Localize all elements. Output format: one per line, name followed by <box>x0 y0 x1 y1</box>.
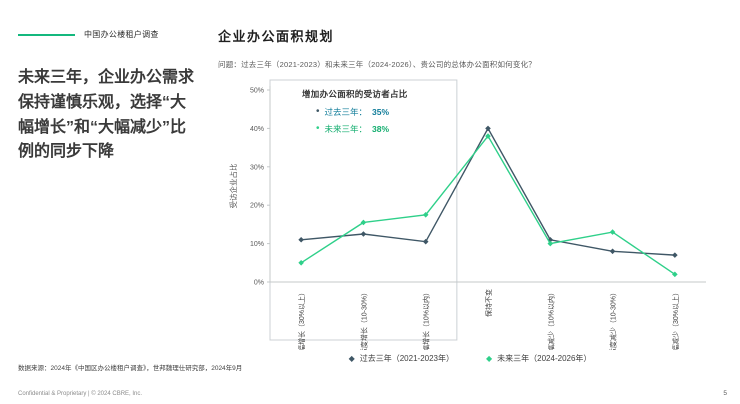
x-tick-label: 适度减少（10-30%） <box>609 289 618 350</box>
legend-label: 未来三年（2024-2026年） <box>497 354 592 363</box>
annotation-label: 过去三年： <box>324 107 368 117</box>
accent-line <box>18 33 75 36</box>
confidential-note: Confidential & Proprietary | © 2024 CBRE… <box>18 391 143 397</box>
bullet-icon: • <box>316 123 320 134</box>
legend-label: 过去三年（2021-2023年） <box>359 354 454 363</box>
data-point <box>672 271 678 278</box>
y-axis-title: 受访企业占比 <box>228 163 238 208</box>
annotation-title: 增加办公面积的受访者占比 <box>302 89 408 99</box>
data-point <box>609 248 616 255</box>
x-tick-label: 适度增长（10-30%） <box>359 289 368 350</box>
x-tick-label: 大幅减少（30%以上） <box>671 289 680 350</box>
data-point <box>485 125 491 132</box>
survey-question: 问题：过去三年（2021-2023）和未来三年（2024-2026）、贵公司的总… <box>218 60 536 69</box>
x-tick-label: 小幅增长（10%以内） <box>422 289 431 350</box>
x-tick-label: 保持不变 <box>484 289 493 317</box>
data-point <box>547 236 554 243</box>
annotation-item: • 过去三年： 35% <box>316 106 408 118</box>
y-tick-label: 0% <box>254 280 264 287</box>
data-source-note: 数据来源：2024年《中国区办公楼租户调查》，世邦魏理仕研究部，2024年9月 <box>18 365 243 372</box>
data-point <box>360 219 367 226</box>
data-point <box>672 252 678 258</box>
annotation-label: 未来三年： <box>324 124 368 134</box>
bullet-icon: • <box>316 106 320 117</box>
y-tick-label: 10% <box>250 241 264 248</box>
legend-marker-icon: ◆ <box>486 353 493 363</box>
y-tick-label: 30% <box>250 164 264 171</box>
tagline-label: 中国办公楼租户调查 <box>84 30 159 39</box>
data-point <box>547 240 554 247</box>
annotation-value: 38% <box>372 124 390 134</box>
data-point <box>609 229 616 235</box>
data-point <box>422 212 429 218</box>
data-point <box>360 231 367 237</box>
slide-headline: 未来三年，企业办公需求保持谨慎乐观，选择“大幅增长”和“大幅减少”比例的同步下降 <box>18 69 195 161</box>
annotation-items: • 过去三年： 35% • 未来三年： 38% <box>316 106 408 135</box>
legend-item: ◆ 过去三年（2021-2023年） <box>349 353 454 364</box>
data-point <box>422 238 429 245</box>
x-tick-label: 小幅减少（10%以内） <box>546 289 555 350</box>
page-number: 5 <box>723 390 727 397</box>
legend-item: ◆ 未来三年（2024-2026年） <box>486 353 591 364</box>
annotation-item: • 未来三年： 38% <box>316 123 408 135</box>
data-point <box>298 236 304 243</box>
chart-area: 0% 10% 20% 30% 40% 50% 受访企业占比大幅增长（30%以上） 适度增长（1… <box>224 76 716 364</box>
annotation-value: 35% <box>372 107 390 117</box>
series-line <box>300 134 676 275</box>
x-tick-label: 大幅增长（30%以上） <box>297 289 306 350</box>
report-tagline: 中国办公楼租户调查 <box>18 29 159 40</box>
y-tick-label: 20% <box>250 203 264 210</box>
y-tick-label: 40% <box>250 126 264 133</box>
chart-annotation: 增加办公面积的受访者占比 • 过去三年： 35% • 未来三年： 38% <box>302 88 408 135</box>
chart-section-title: 企业办公面积规划 <box>218 29 335 44</box>
legend-marker-icon: ◆ <box>348 353 355 363</box>
y-tick-label: 50% <box>250 88 264 95</box>
chart-legend: ◆ 过去三年（2021-2023年） ◆ 未来三年（2024-2026年） <box>224 353 716 364</box>
